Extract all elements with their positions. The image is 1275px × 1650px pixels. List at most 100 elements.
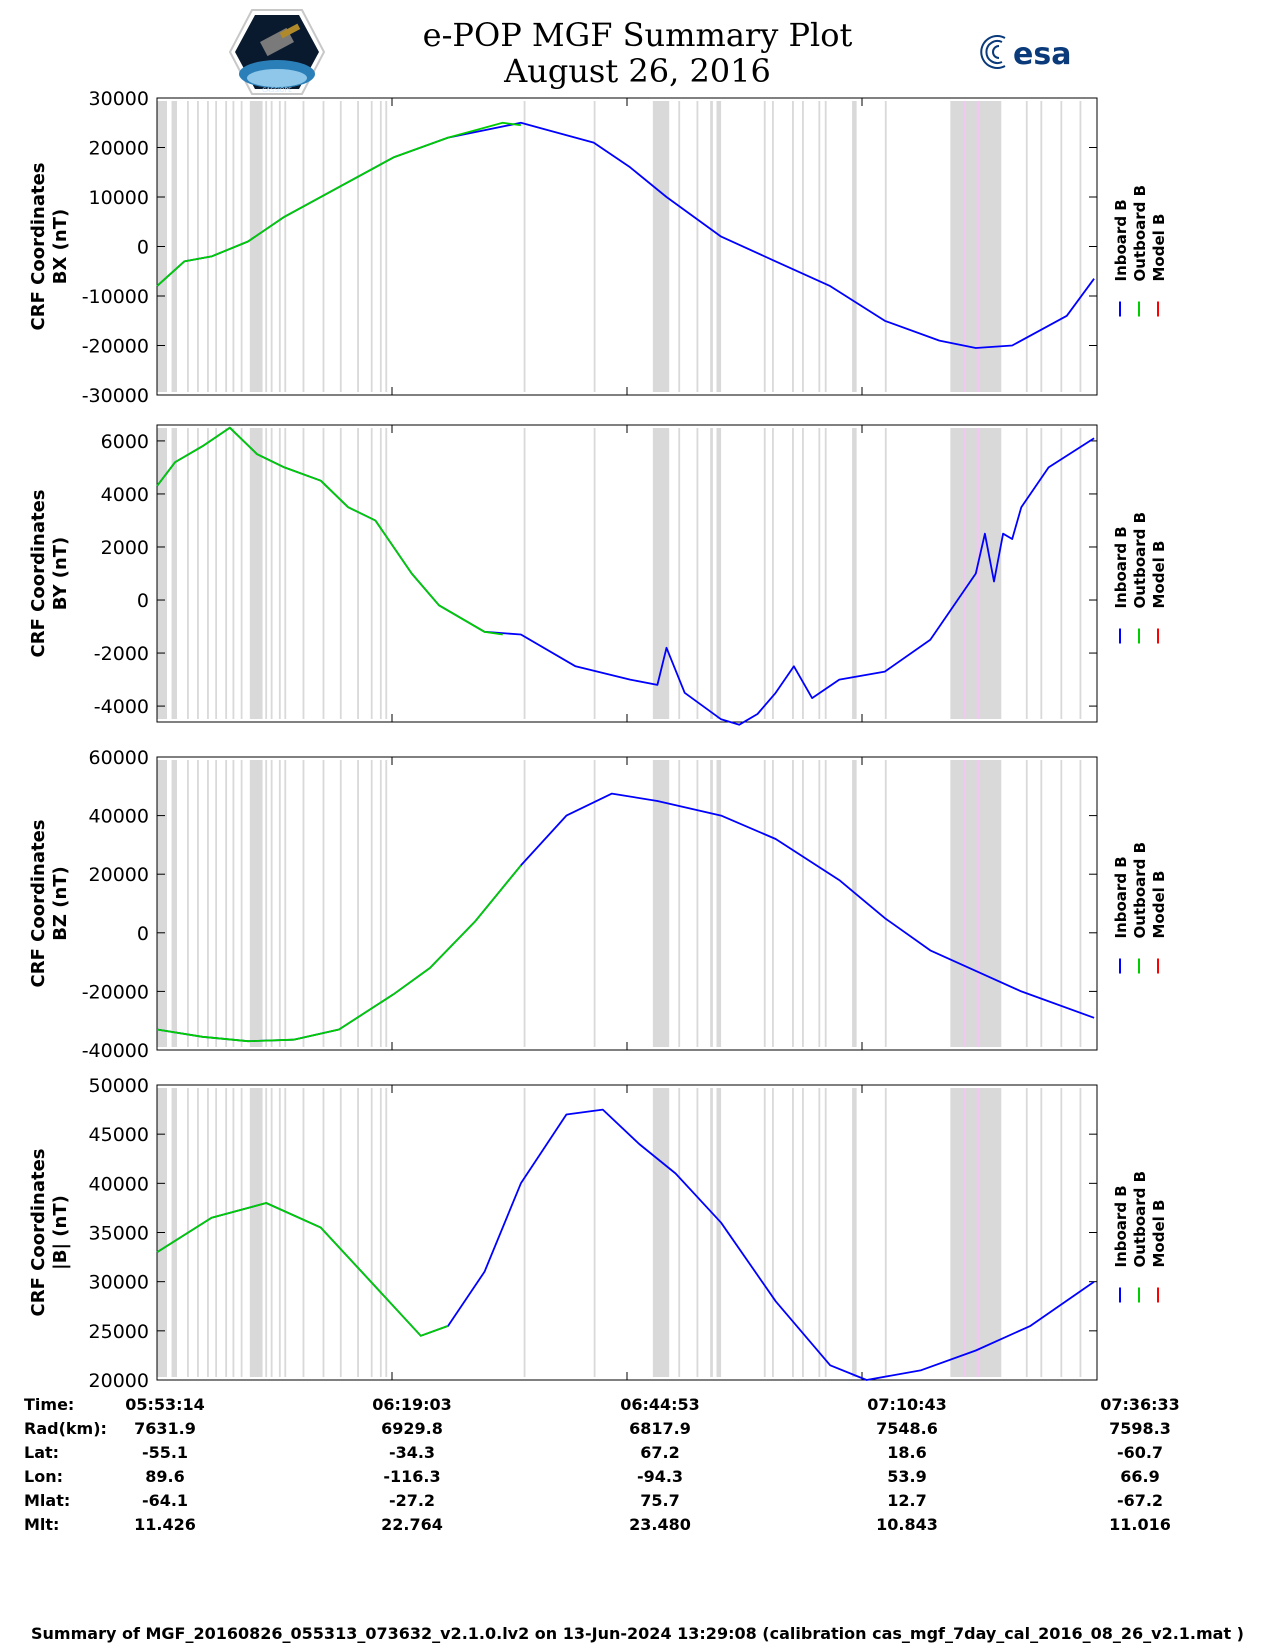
data-gap-band — [652, 1088, 670, 1377]
outboard-series-line — [156, 1202, 449, 1337]
y-tick-label: 0 — [137, 237, 149, 259]
y-tick-label: 30000 — [89, 1272, 149, 1294]
data-gap-band — [818, 101, 821, 392]
legend-label: Outboard B — [1131, 1171, 1149, 1268]
data-gap-band — [207, 101, 209, 392]
data-gap-band — [240, 1088, 243, 1377]
data-gap-band — [278, 1088, 281, 1377]
data-gap-band — [284, 760, 287, 1047]
data-gap-band — [171, 1088, 178, 1377]
label-mlat: Mlat: — [24, 1491, 71, 1510]
data-gap-band — [385, 760, 388, 1047]
data-gap-band — [593, 101, 596, 392]
data-gap-band — [302, 428, 305, 719]
y-axis-label: BZ (nT) — [50, 866, 71, 941]
data-gap-band — [772, 428, 774, 719]
data-gap-band — [302, 760, 305, 1047]
data-gap-band — [1025, 760, 1028, 1047]
data-gap-band — [207, 760, 209, 1047]
data-gap-band — [678, 101, 681, 392]
data-gap-band — [802, 1088, 804, 1377]
data-gap-band — [322, 1088, 325, 1377]
data-gap-band — [652, 101, 670, 392]
data-gap-band — [523, 101, 526, 392]
data-gap-band — [339, 760, 342, 1047]
data-gap-band — [1025, 101, 1028, 392]
data-gap-band — [772, 760, 774, 1047]
data-gap-band — [852, 101, 857, 392]
lat-value: -55.1 — [141, 1443, 189, 1462]
data-gap-band — [523, 428, 526, 719]
data-gap-band — [215, 428, 218, 719]
footer-summary: Summary of MGF_20160826_055313_073632_v2… — [31, 1624, 1244, 1643]
rad-value: 7548.6 — [876, 1419, 938, 1438]
rad-value: 7631.9 — [134, 1419, 196, 1438]
data-gap-band — [884, 428, 887, 719]
panel-3: 60000 40000 20000 0 -20000 -40000 CRF Coordina… — [28, 747, 1168, 1062]
data-gap-band — [772, 1088, 774, 1377]
data-gap-band — [1079, 428, 1082, 719]
data-gap-band — [249, 1088, 263, 1377]
data-gap-band — [950, 101, 1002, 392]
lon-value: 89.6 — [145, 1467, 185, 1486]
data-gap-band — [225, 760, 228, 1047]
y-axis-label: |B| (nT) — [50, 1195, 71, 1270]
legend-label: Outboard B — [1131, 185, 1149, 282]
data-gap-band — [265, 760, 268, 1047]
data-gap-band — [339, 428, 342, 719]
data-gap-band — [716, 101, 722, 392]
data-gap-band — [197, 1088, 199, 1377]
data-gap-band — [678, 1088, 681, 1377]
data-gap-band — [232, 428, 235, 719]
esa-logo: esa — [980, 35, 1071, 72]
data-gap-band — [265, 101, 268, 392]
time-value: 05:53:14 — [125, 1395, 205, 1414]
data-gap-band — [950, 1088, 1002, 1377]
data-gap-band — [265, 1088, 268, 1377]
y-tick-label: 30000 — [89, 88, 149, 110]
label-time: Time: — [24, 1395, 75, 1414]
y-tick-label: -40000 — [82, 1040, 149, 1062]
data-gap-band — [716, 760, 722, 1047]
data-gap-band — [716, 428, 722, 719]
highlight-band — [976, 760, 980, 1047]
chart-date: August 26, 2016 — [504, 52, 771, 90]
y-axis-label: CRF Coordinates — [28, 1149, 49, 1317]
data-gap-band — [593, 428, 596, 719]
data-gap-band — [763, 760, 766, 1047]
data-gap-band — [652, 760, 670, 1047]
y-tick-label: -4000 — [94, 696, 149, 718]
highlight-band — [976, 428, 980, 719]
data-gap-band — [523, 760, 526, 1047]
mlat-value: 12.7 — [887, 1491, 927, 1510]
data-gap-band — [370, 1088, 373, 1377]
lon-value: -94.3 — [636, 1467, 684, 1486]
highlight-band — [963, 1088, 966, 1377]
data-gap-band — [1040, 760, 1043, 1047]
y-tick-label: 0 — [137, 590, 149, 612]
data-gap-band — [357, 1088, 359, 1377]
data-gap-band — [763, 1088, 766, 1377]
data-gap-band — [232, 760, 235, 1047]
data-gap-band — [240, 101, 243, 392]
y-tick-label: -20000 — [82, 981, 149, 1003]
data-gap-band — [379, 428, 382, 719]
data-gap-band — [171, 760, 178, 1047]
highlight-band — [963, 101, 966, 392]
data-gap-band — [240, 428, 243, 719]
data-gap-band — [852, 428, 857, 719]
y-axis-label: BY (nT) — [50, 537, 71, 611]
data-gap-band — [187, 428, 189, 719]
y-tick-label: 45000 — [89, 1124, 149, 1146]
data-gap-band — [884, 101, 887, 392]
data-gap-band — [187, 101, 189, 392]
chart-title: e-POP MGF Summary Plot — [422, 16, 853, 54]
data-gap-band — [357, 101, 359, 392]
time-value: 07:36:33 — [1100, 1395, 1180, 1414]
lon-value: 66.9 — [1120, 1467, 1160, 1486]
data-gap-band — [302, 1088, 305, 1377]
data-gap-band — [792, 101, 794, 392]
data-gap-band — [322, 428, 325, 719]
legend-label: Inboard B — [1112, 856, 1130, 938]
data-gap-band — [187, 760, 189, 1047]
